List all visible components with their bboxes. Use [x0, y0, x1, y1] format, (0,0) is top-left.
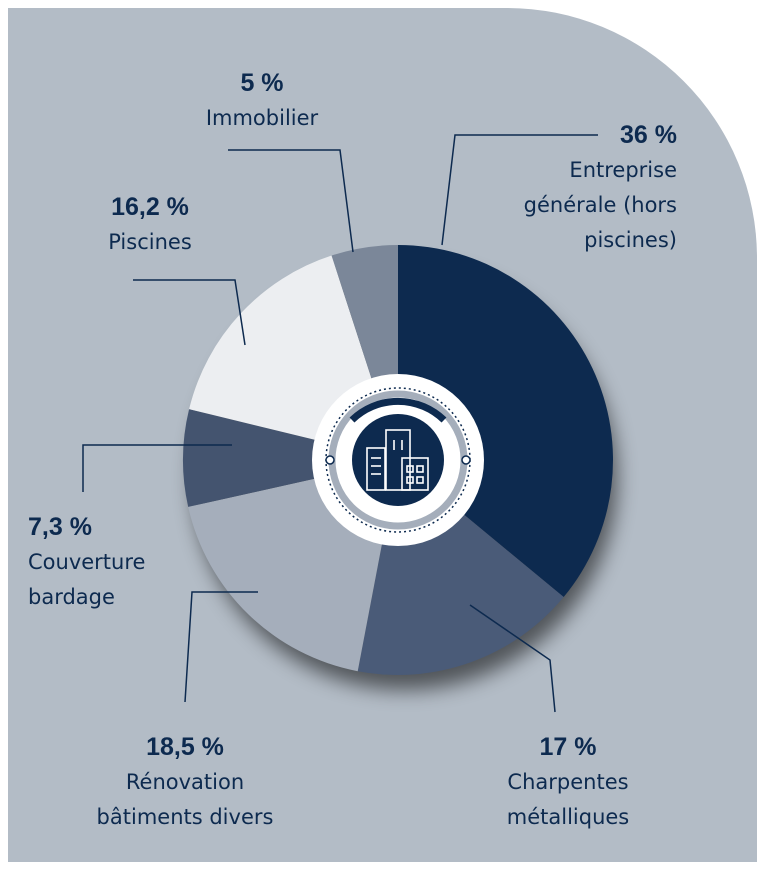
category-label: Piscines — [108, 230, 192, 254]
value-label: 18,5 % — [146, 733, 224, 761]
pie-slice — [398, 245, 613, 598]
value-label: 36 % — [620, 121, 677, 149]
leader-lines — [82, 134, 598, 713]
category-label: Immobilier — [205, 106, 319, 130]
category-label: Rénovation bâtiments divers — [96, 770, 274, 829]
leader-line — [228, 149, 354, 253]
category-label: Charpentes métalliques — [506, 770, 630, 829]
category-label: Couverture bardage — [28, 550, 146, 609]
slice-label: 17 % Charpentes métalliques — [468, 730, 668, 835]
category-label: Entreprise générale (hors piscines) — [523, 158, 677, 252]
pie-slice — [183, 409, 398, 507]
slice-label: 7,3 % Couverture bardage — [28, 510, 188, 615]
leader-line — [82, 444, 232, 492]
slice-label: 5 % Immobilier — [162, 66, 362, 136]
slice-label: 36 % Entreprise générale (hors piscines) — [487, 118, 677, 258]
leader-line — [184, 591, 258, 703]
slice-label: 16,2 % Piscines — [50, 190, 250, 260]
center-icon — [312, 374, 484, 546]
value-label: 5 % — [240, 69, 284, 97]
value-label: 16,2 % — [111, 193, 189, 221]
slice-label: 18,5 % Rénovation bâtiments divers — [70, 730, 300, 835]
leader-line — [133, 279, 246, 346]
leader-line — [469, 604, 556, 713]
value-label: 17 % — [539, 733, 597, 761]
value-label: 7,3 % — [28, 513, 92, 541]
leader-line — [441, 134, 598, 246]
